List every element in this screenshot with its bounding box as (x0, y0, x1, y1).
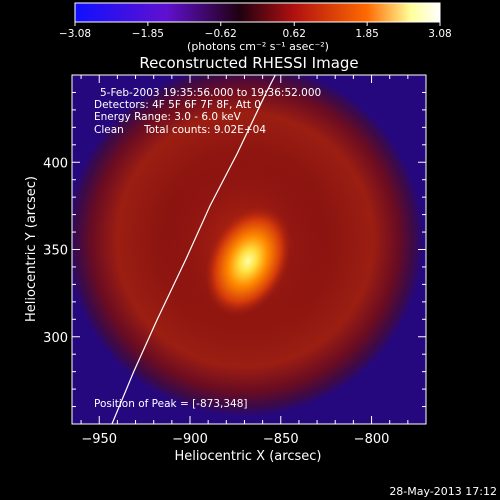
annotation-detectors: Detectors: 4F 5F 6F 7F 8F, Att 0 (94, 99, 261, 111)
y-tick-label: 300 (43, 331, 68, 346)
x-axis-ticks: −950 −900 −850 −800 (80, 75, 409, 447)
annotation-total-counts: Total counts: 9.02E+04 (143, 124, 266, 136)
colorbar-tick-label: −1.85 (132, 28, 164, 40)
colorbar-tick-label: 0.62 (283, 28, 306, 40)
colorbar-ticks: −3.08 −1.85 −0.62 0.62 1.85 3.08 (59, 22, 452, 40)
y-axis-ticks: 300 350 400 (43, 91, 426, 408)
colorbar (75, 3, 440, 22)
y-tick-label: 350 (43, 244, 68, 259)
colorbar-border (74, 2, 441, 23)
colorbar-tick-label: 1.85 (355, 28, 378, 40)
x-tick-label: −800 (354, 432, 390, 447)
annotation-time-range: 5-Feb-2003 19:35:56.000 to 19:36:52.000 (100, 87, 321, 99)
emission-peak (204, 205, 292, 317)
y-tick-label: 400 (43, 156, 68, 171)
colorbar-unit-label: (photons cm⁻² s⁻¹ asec⁻²) (187, 40, 329, 53)
colorbar-tick-label: −3.08 (59, 28, 91, 40)
annotation-energy-range: Energy Range: 3.0 - 6.0 keV (94, 111, 242, 123)
heatmap-image (72, 75, 426, 424)
annotation-peak-position: Position of Peak = [-873,348] (94, 398, 248, 410)
chart-title: Reconstructed RHESSI Image (139, 54, 358, 72)
y-axis-label: Heliocentric Y (arcsec) (24, 176, 39, 322)
x-tick-label: −900 (172, 432, 208, 447)
solar-limb-curve (111, 75, 276, 424)
annotation-clean: Clean (94, 124, 124, 136)
x-tick-label: −950 (81, 432, 117, 447)
footer-date: 28-May-2013 17:12 (389, 485, 497, 498)
colorbar-tick-label: 3.08 (428, 28, 451, 40)
x-tick-label: −850 (263, 432, 299, 447)
x-axis-label: Heliocentric X (arcsec) (175, 449, 322, 464)
colorbar-tick-label: −0.62 (205, 28, 237, 40)
